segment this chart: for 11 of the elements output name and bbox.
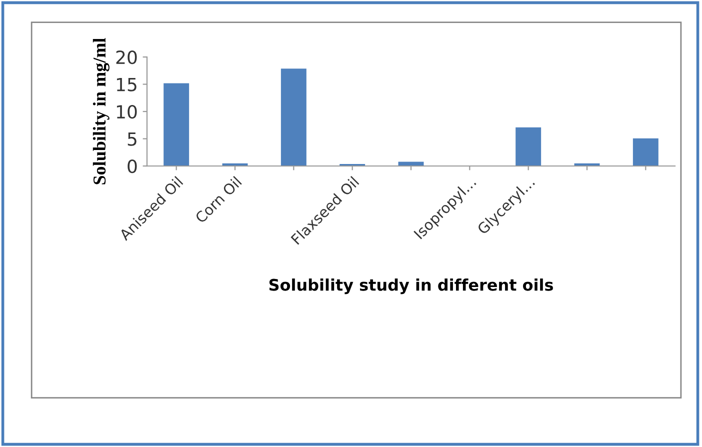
y-tick-label: 20 bbox=[116, 50, 137, 64]
y-tick-label: 5 bbox=[128, 132, 136, 146]
bar bbox=[280, 68, 306, 166]
y-tick-label: 0 bbox=[128, 159, 137, 174]
y-tick-label: 10 bbox=[116, 104, 137, 119]
bar bbox=[516, 127, 542, 166]
bar bbox=[632, 138, 658, 166]
x-axis-title: Solubility study in different oils bbox=[269, 278, 553, 294]
y-axis-title: Solubility in mg/ml bbox=[92, 38, 110, 184]
bar bbox=[164, 83, 190, 166]
y-tick-label: 15 bbox=[116, 78, 136, 92]
